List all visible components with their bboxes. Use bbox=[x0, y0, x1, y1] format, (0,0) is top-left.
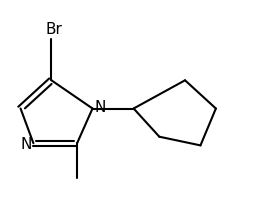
Text: N: N bbox=[95, 100, 106, 115]
Text: N: N bbox=[20, 137, 31, 152]
Text: Br: Br bbox=[45, 22, 62, 37]
